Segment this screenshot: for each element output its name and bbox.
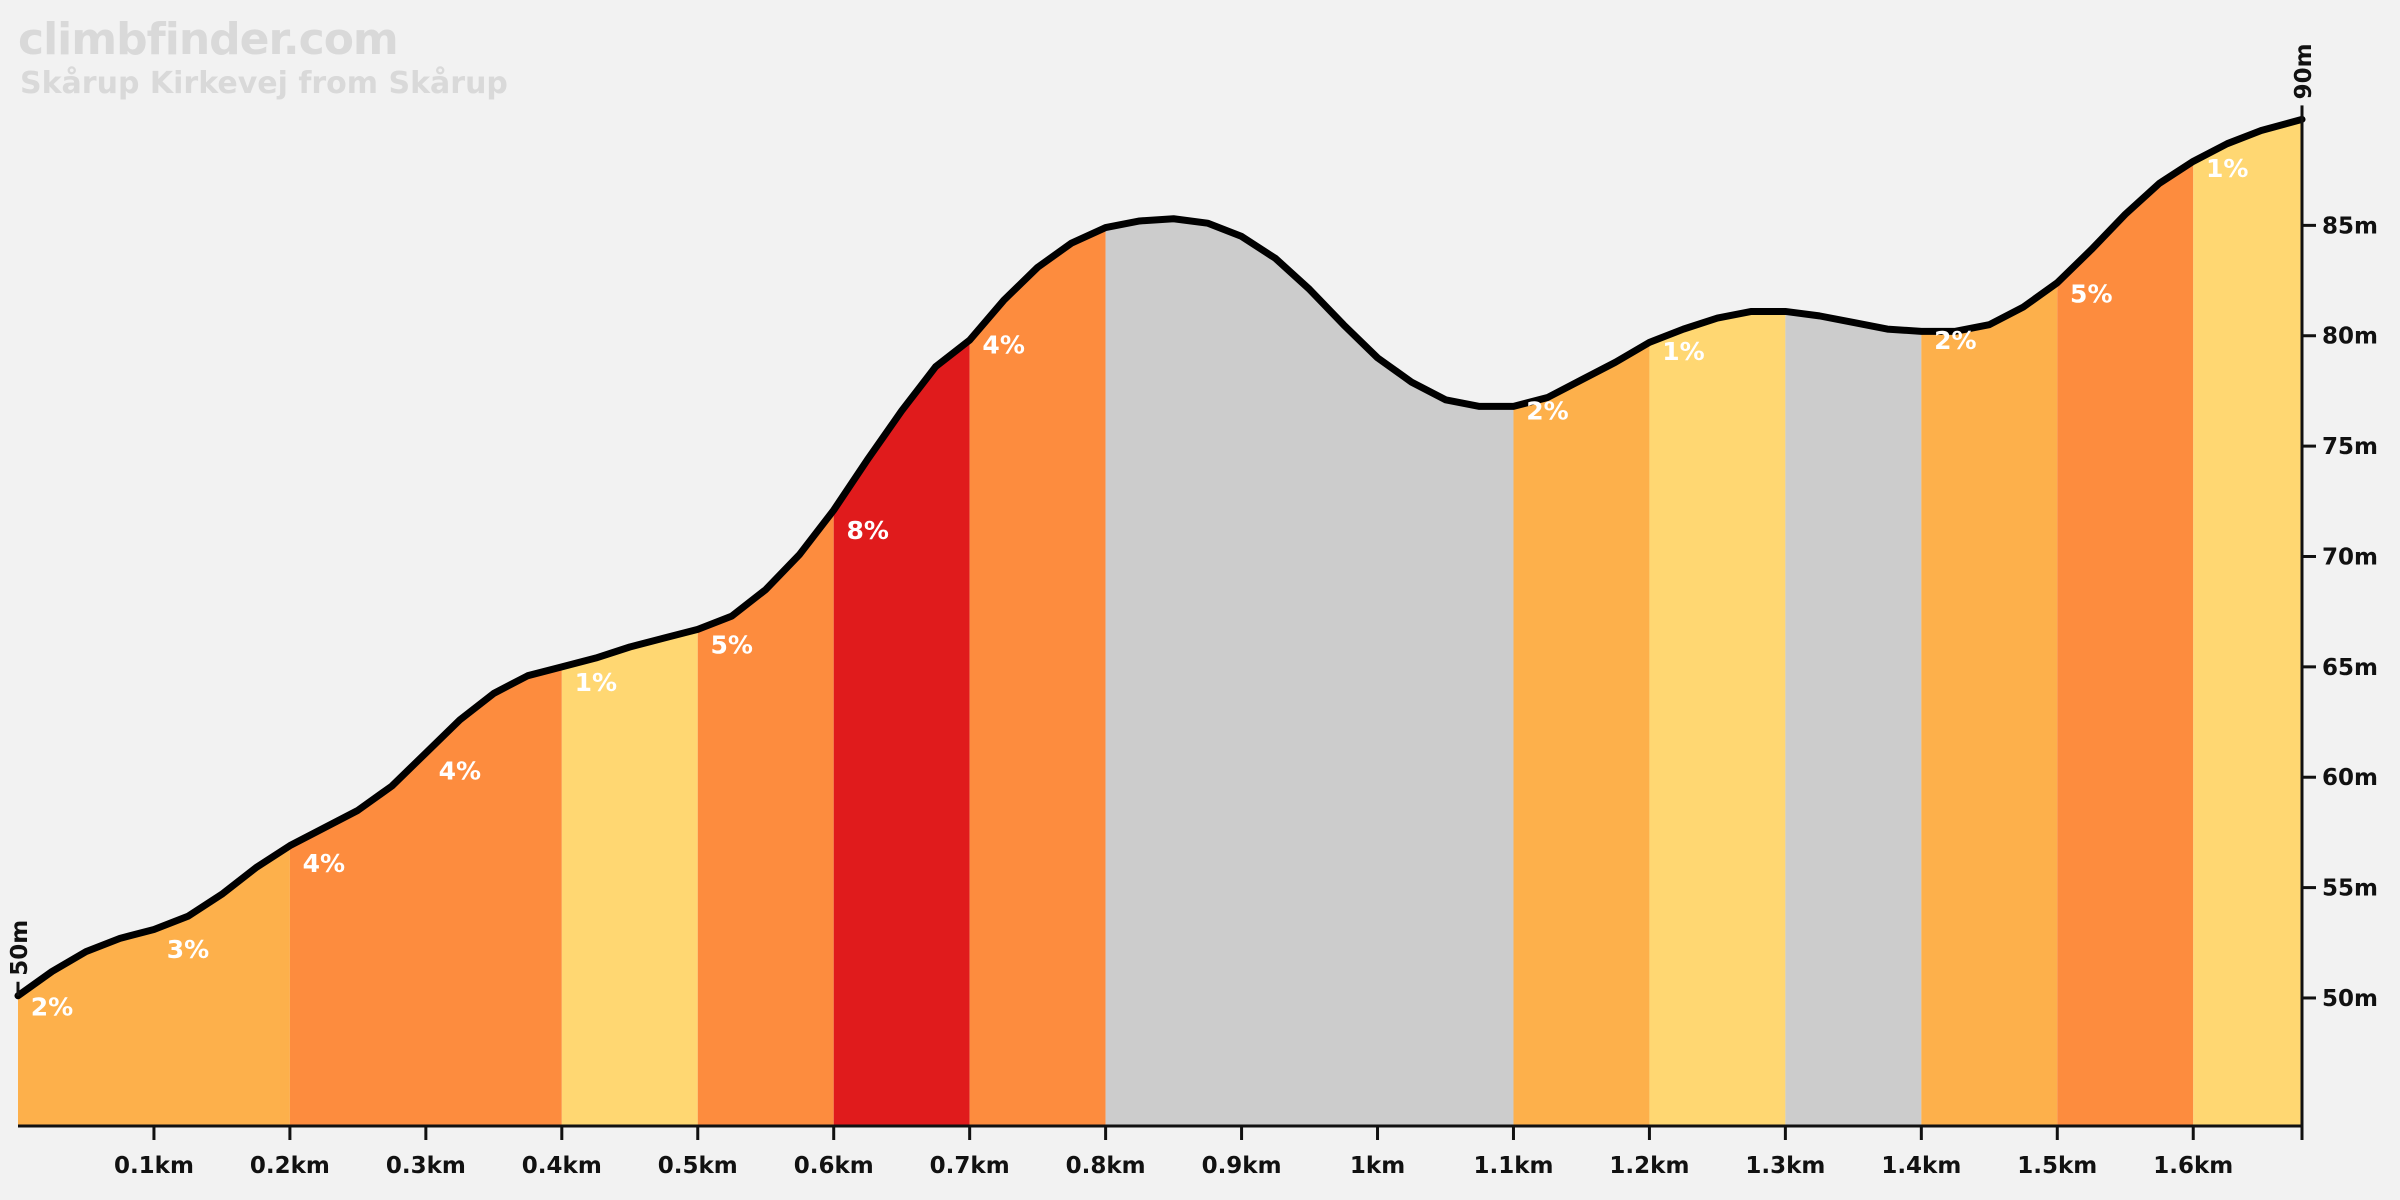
- grade-label: 4%: [303, 849, 345, 878]
- segment-fill-9: [1513, 342, 1650, 1126]
- y-tick-label: 80m: [2322, 324, 2378, 350]
- grade-label: 1%: [1662, 337, 1704, 366]
- segment-fill-6: [833, 340, 970, 1126]
- x-tick-label: 0.7km: [930, 1153, 1010, 1179]
- x-tick-label: 0.3km: [386, 1153, 466, 1179]
- segment-fill-4: [561, 629, 698, 1126]
- y-tick-label: 55m: [2322, 876, 2378, 902]
- x-tick-label: 1.3km: [1745, 1153, 1825, 1179]
- endpoint-labels: 50m 90m: [7, 43, 2317, 996]
- segment-fill-5: [697, 510, 834, 1127]
- segment-fill-12: [1921, 282, 2058, 1127]
- segment-fill-11: [1785, 311, 1922, 1126]
- gradient-segments: [18, 119, 2302, 1127]
- x-tick-label: 0.4km: [522, 1153, 602, 1179]
- grade-label: 5%: [711, 631, 753, 660]
- profile-line: [14, 115, 2306, 1000]
- x-tick-label: 1.6km: [2153, 1153, 2233, 1179]
- y-axis: 50m 55m 60m 65m 70m 75m 80m 85m: [2300, 115, 2378, 1140]
- y-tick-label: 85m: [2322, 213, 2378, 239]
- start-elevation-label: 50m: [7, 920, 33, 976]
- segment-fill-8: [1105, 218, 1514, 1126]
- end-elevation-label: 90m: [2291, 43, 2317, 99]
- x-tick-label: 1.5km: [2017, 1153, 2097, 1179]
- segment-fill-13: [2057, 161, 2194, 1126]
- segment-fill-14: [2193, 119, 2302, 1126]
- chart-title: Skårup Kirkevej from Skårup: [20, 66, 508, 101]
- grade-label: 1%: [2206, 154, 2248, 183]
- x-tick-label: 1.2km: [1609, 1153, 1689, 1179]
- x-tick-label: 0.2km: [250, 1153, 330, 1179]
- grade-label: 3%: [167, 935, 209, 964]
- x-tick-label: 1.1km: [1473, 1153, 1553, 1179]
- grade-label: 1%: [575, 668, 617, 697]
- segment-fill-10: [1649, 311, 1786, 1126]
- grade-label: 2%: [31, 993, 73, 1022]
- x-tick-label: 1km: [1350, 1153, 1405, 1179]
- grade-labels: 2% 3% 4% 4% 1% 5% 8% 4% 2% 1% 2% 5% 1%: [31, 154, 2249, 1022]
- y-tick-label: 70m: [2322, 544, 2378, 570]
- y-tick-label: 50m: [2322, 986, 2378, 1012]
- segment-fill-7: [969, 227, 1106, 1126]
- x-tick-label: 0.9km: [1202, 1153, 1282, 1179]
- x-tick-label: 0.8km: [1066, 1153, 1146, 1179]
- x-tick-label: 0.5km: [658, 1153, 738, 1179]
- x-tick-label: 0.6km: [794, 1153, 874, 1179]
- x-axis: 0.1km 0.2km 0.3km 0.4km 0.5km 0.6km 0.7km 0.8km…: [18, 1124, 2302, 1179]
- x-tick-label: 1.4km: [1881, 1153, 1961, 1179]
- grade-label: 2%: [1934, 326, 1976, 355]
- grade-label: 4%: [982, 330, 1024, 359]
- brand-logo: climbfinder.com: [18, 14, 399, 65]
- y-tick-label: 75m: [2322, 434, 2378, 460]
- profile-line-group: [14, 115, 2306, 1000]
- y-tick-label: 60m: [2322, 765, 2378, 791]
- x-tick-label: 0.1km: [114, 1153, 194, 1179]
- segment-fill-0: [18, 845, 290, 1126]
- segment-fill-2: [289, 666, 562, 1126]
- y-tick-label: 65m: [2322, 655, 2378, 681]
- grade-label: 4%: [439, 756, 481, 785]
- grade-label: 5%: [2070, 280, 2112, 309]
- grade-label: 8%: [846, 516, 888, 545]
- grade-label: 2%: [1526, 397, 1568, 426]
